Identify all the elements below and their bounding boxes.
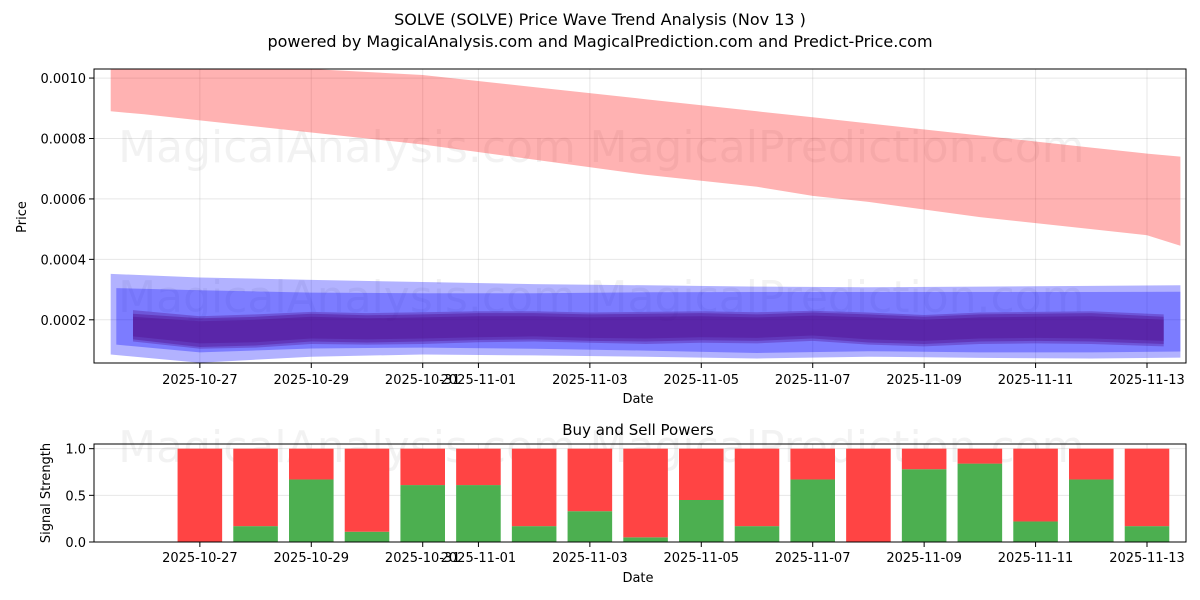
sell-bar (511, 448, 557, 527)
price-x-tick-label: 2025-11-05 (664, 373, 740, 388)
watermark-analysis: MagicalAnalysis.com (118, 122, 576, 173)
price-plot-frame (93, 68, 1187, 364)
price-y-ticks: 0.0002 0.0004 0.0006 0.0008 0.0010 (41, 72, 94, 329)
price-y-label: Price (15, 201, 30, 233)
signal-y-label: Signal Strength (39, 443, 54, 543)
price-band-outer-blue-band (110, 273, 1181, 363)
sell-bar (679, 448, 724, 500)
price-grid (94, 69, 1186, 363)
signal-x-tick-label: 2025-11-11 (998, 551, 1074, 566)
sell-bar (400, 448, 445, 486)
buy-bar (901, 469, 947, 542)
price-y-tick-label: 0.0010 (41, 72, 87, 87)
signal-x-tick-label: 2025-10-29 (274, 551, 350, 566)
sell-bar (1069, 448, 1114, 480)
signal-x-tick-label: 2025-10-27 (162, 551, 238, 566)
buy-bar (289, 479, 334, 542)
signal-bars (177, 448, 1170, 542)
sell-bar (289, 448, 334, 480)
price-x-tick-label: 2025-10-27 (162, 373, 238, 388)
buy-bar (511, 526, 557, 542)
buy-bar (679, 500, 724, 542)
price-x-tick-label: 2025-10-29 (274, 373, 350, 388)
signal-panel: Buy and Sell Powers MagicalAnalysis.com … (39, 421, 1187, 586)
sell-bar (1124, 448, 1170, 527)
buy-bar (233, 526, 278, 542)
buy-bar (567, 511, 613, 542)
sell-bar (790, 448, 835, 480)
signal-y-tick-label: 0.5 (65, 489, 86, 504)
buy-bar (400, 485, 445, 542)
watermark-prediction: MagicalPrediction.com (590, 122, 1085, 173)
price-y-tick-label: 0.0004 (41, 253, 87, 268)
signal-x-tick-label: 2025-10-31 (385, 551, 461, 566)
buy-bar (790, 479, 835, 542)
sell-bar (623, 448, 668, 538)
price-x-ticks: 2025-10-27 2025-10-29 2025-10-312025-11-01… (162, 363, 1185, 388)
price-x-tick-label: 2025-11-11 (998, 373, 1074, 388)
price-y-tick-label: 0.0002 (41, 314, 87, 329)
sell-bar (456, 448, 501, 486)
signal-y-ticks: 0.0 0.5 1.0 (65, 443, 94, 551)
price-x-tick-label: 2025-11-09 (886, 373, 962, 388)
chart-subtitle: powered by MagicalAnalysis.com and Magic… (267, 32, 932, 51)
buy-bar (734, 526, 780, 542)
sell-bar (233, 448, 278, 527)
watermark-prediction-2: MagicalPrediction.com (590, 272, 1085, 323)
sell-bar (177, 448, 223, 542)
signal-x-tick-label: 2025-11-09 (886, 551, 962, 566)
watermark-analysis-2: MagicalAnalysis.com (118, 272, 576, 323)
price-x-tick-label: 2025-11-01 (441, 373, 517, 388)
chart-title: SOLVE (SOLVE) Price Wave Trend Analysis … (394, 10, 806, 29)
signal-y-tick-label: 0.0 (65, 536, 86, 551)
signal-title: Buy and Sell Powers (562, 421, 714, 439)
signal-x-label: Date (622, 571, 653, 586)
price-band-inner-wave-2 (133, 310, 1164, 344)
price-x-tick-label: 2025-10-31 (385, 373, 461, 388)
signal-plot-frame (93, 443, 1187, 543)
signal-x-tick-label: 2025-11-03 (552, 551, 628, 566)
price-panel: MagicalAnalysis.com MagicalPrediction.co… (15, 68, 1187, 407)
signal-x-tick-label: 2025-11-07 (775, 551, 851, 566)
sell-bar (344, 448, 390, 532)
sell-bar (957, 448, 1003, 464)
price-band-upper-wave-band (110, 69, 1181, 246)
price-band-middle-blue-band (116, 288, 1181, 353)
signal-x-tick-label: 2025-11-05 (664, 551, 740, 566)
price-x-label: Date (622, 392, 653, 407)
signal-y-tick-label: 1.0 (65, 443, 86, 458)
buy-bar (1013, 521, 1058, 542)
price-band-inner-wave-3 (133, 315, 1164, 349)
signal-x-tick-label: 2025-11-13 (1109, 551, 1185, 566)
buy-bar (1069, 479, 1114, 542)
price-bands (110, 69, 1181, 363)
buy-bar (456, 485, 501, 542)
price-x-tick-label: 2025-11-03 (552, 373, 628, 388)
sell-bar (846, 448, 891, 542)
buy-bar (344, 531, 390, 542)
price-band-inner-wave-1 (133, 312, 1164, 347)
price-x-tick-label: 2025-11-13 (1109, 373, 1185, 388)
price-x-tick-label: 2025-11-07 (775, 373, 851, 388)
sell-bar (1013, 448, 1058, 522)
sell-bar (734, 448, 780, 527)
signal-x-tick-label: 2025-11-01 (441, 551, 517, 566)
buy-bar (957, 463, 1003, 542)
price-y-tick-label: 0.0008 (41, 132, 87, 147)
price-watermarks: MagicalAnalysis.com MagicalPrediction.co… (118, 122, 1084, 323)
price-y-tick-label: 0.0006 (41, 193, 87, 208)
sell-bar (901, 448, 947, 470)
buy-bar (623, 537, 668, 542)
sell-bar (567, 448, 613, 512)
buy-bar (1124, 526, 1170, 542)
signal-x-ticks: 2025-10-27 2025-10-29 2025-10-312025-11-01… (162, 542, 1185, 566)
